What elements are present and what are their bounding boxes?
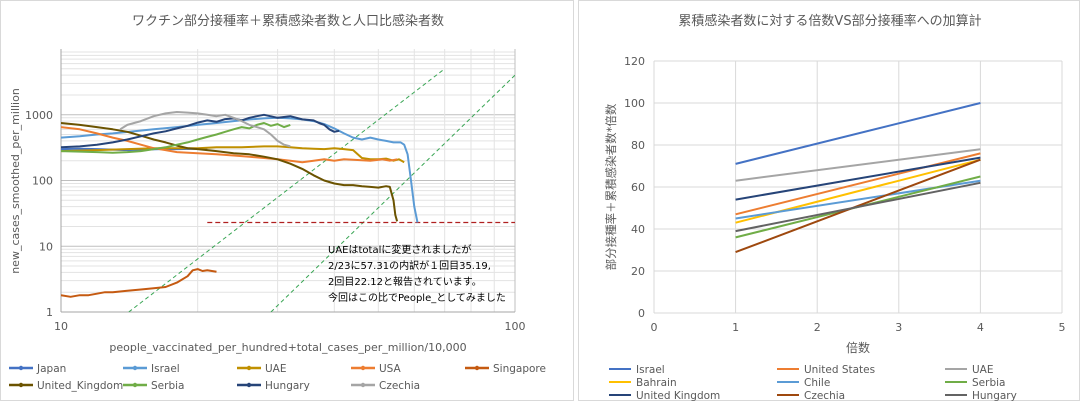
legend-label: Israel [151,363,180,375]
legend-marker [18,382,24,388]
legend-item-uae: UAE [237,363,287,375]
legend-label: Serbia [972,377,1005,389]
x-tick-label: 2 [814,321,821,334]
legend-item-uae: UAE [945,364,994,376]
legend-item-chile: Chile [777,377,830,389]
chart-title: 累積感染者数に対する倍数VS部分接種率への加算計 [678,13,981,29]
x-tick-label: 10 [54,320,68,333]
y-tick-label: 80 [631,139,645,152]
legend-item-singapore: Singapore [465,363,546,375]
legend-item-czechia: Czechia [351,380,420,392]
left-chart-panel: ワクチン部分接種率＋累積感染者数と人口比感染者数 1 10 100 1000 10 100 p… [0,0,574,401]
y-tick-label: 1 [46,306,53,319]
y-tick-label: 10 [39,240,53,253]
series-line-israel [735,102,981,165]
legend-marker [360,382,366,388]
series-line-singapore [61,268,217,298]
y-tick-label: 100 [32,175,53,188]
legend-label: Hungary [265,380,310,392]
x-tick-label: 4 [977,321,984,334]
x-tick-label: 3 [895,321,902,334]
legend-label: Chile [804,377,830,389]
green-dashed-reference-line [128,68,445,312]
y-tick-label: 0 [638,307,645,320]
legend-label: USA [379,363,402,375]
y-tick-label: 100 [624,97,645,110]
x-axis-label: people_vaccinated_per_hundred+total_case… [109,341,466,354]
legend-label: UAE [972,364,994,376]
legend-label: Japan [36,363,66,375]
legend-item-usa: USA [351,363,402,375]
y-tick-label: 20 [631,265,645,278]
legend-label: Hungary [972,390,1017,402]
legend-item-czechia: Czechia [777,390,845,402]
legend-item-israel: Israel [123,363,180,375]
legend-marker [18,365,24,371]
y-axis-label: 部分接種率＋累積感染者数*倍数 [604,103,618,270]
legend: Japan Israel UAE USA Singapore United_Kingdom… [9,363,546,392]
legend-label: United Kingdom [636,390,720,402]
series-line-united-kingdom [735,156,981,201]
series-line-czechia [119,111,291,148]
annotation-line: UAEはtotalに変更されましたが [328,243,471,256]
right-chart-svg: 累積感染者数に対する倍数VS部分接種率への加算計 0 20 40 60 80 100 120 0… [604,13,1066,402]
legend-label: United_Kingdom [37,380,123,392]
legend-item-bahrain: Bahrain [609,377,677,389]
series-line-serbia [61,122,291,154]
legend-item-serbia: Serbia [945,377,1005,389]
x-axis-label: 倍数 [846,340,870,355]
series-line-united-states [735,152,981,216]
right-chart-panel: 累積感染者数に対する倍数VS部分接種率への加算計 0 20 40 60 80 100 120 0… [578,0,1080,402]
annotation-box: UAEはtotalに変更されましたが 2/23に57.31の内訳が１回目35.19… [328,243,506,304]
legend-label: UAE [265,363,287,375]
legend: Israel United States UAE Bahrain Chile Serbia… [609,364,1017,402]
legend-item-united-kingdom: United Kingdom [609,390,720,402]
series-group [735,102,981,254]
legend-item-hungary: Hungary [945,390,1017,402]
x-tick-label: 1 [732,321,739,334]
series-line-hungary [735,181,981,233]
legend-label: Israel [636,364,665,376]
series-line-hungary [61,113,340,149]
legend-label: Czechia [804,390,845,402]
legend-label: Serbia [151,380,184,392]
legend-item-united-states: United States [777,364,875,376]
legend-item-united-kingdom: United_Kingdom [9,380,123,392]
legend-item-japan: Japan [9,363,66,375]
gridlines [653,60,1063,314]
legend-item-israel: Israel [609,364,665,376]
legend-marker [360,365,366,371]
y-tick-label: 1000 [25,109,53,122]
green-dashed-reference-line [270,74,515,312]
series-line-usa [61,126,398,164]
series-line-uae [735,148,981,182]
legend-marker [474,365,480,371]
x-tick-label: 0 [651,321,658,334]
legend-marker [246,382,252,388]
legend-label: Bahrain [636,377,677,389]
gridlines [60,49,516,313]
legend-marker [246,365,252,371]
legend-marker [132,365,138,371]
chart-title: ワクチン部分接種率＋累積感染者数と人口比感染者数 [132,13,444,29]
legend-item-serbia: Serbia [123,380,184,392]
reference-lines [128,68,515,312]
annotation-line: 2回目22.12と報告されています。 [328,275,482,288]
legend-marker [132,382,138,388]
y-tick-label: 60 [631,181,645,194]
y-tick-label: 40 [631,223,645,236]
series-line-czechia [735,158,981,254]
legend-label: Czechia [379,380,420,392]
x-tick-label: 5 [1059,321,1066,334]
x-tick-label: 100 [505,320,526,333]
y-axis-label: new_cases_smoothed_per_million [9,88,22,274]
annotation-line: 2/23に57.31の内訳が１回目35.19, [328,259,491,272]
legend-label: Singapore [493,363,546,375]
annotation-line: 今回はこの比でPeople_としてみました [328,291,506,304]
series-group [61,111,419,298]
y-tick-label: 120 [624,55,645,68]
legend-label: United States [804,364,875,376]
legend-item-hungary: Hungary [237,380,310,392]
